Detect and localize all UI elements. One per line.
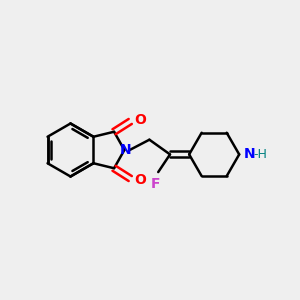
Text: N: N [244,147,255,161]
Text: O: O [134,173,146,187]
Text: -H: -H [253,148,267,161]
Text: N: N [120,143,132,157]
Text: O: O [134,113,146,127]
Text: F: F [151,176,160,190]
